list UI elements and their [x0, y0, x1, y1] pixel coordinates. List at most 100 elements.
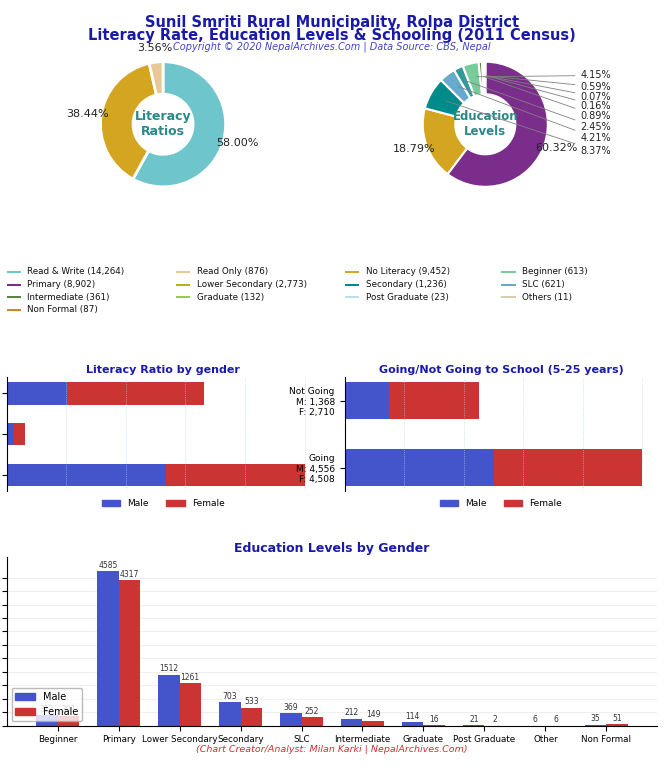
Bar: [345, 382, 390, 419]
Bar: [97, 571, 119, 726]
Text: 301: 301: [61, 705, 76, 714]
Title: Education Levels by Gender: Education Levels by Gender: [234, 541, 430, 554]
Text: Read Only (876): Read Only (876): [197, 267, 268, 276]
Text: 252: 252: [305, 707, 319, 716]
Wedge shape: [149, 61, 163, 95]
Bar: [37, 715, 58, 726]
Bar: [7, 283, 21, 286]
Bar: [301, 717, 323, 726]
Bar: [176, 296, 190, 298]
Text: 0.59%: 0.59%: [487, 76, 611, 91]
Wedge shape: [425, 80, 464, 117]
Text: 1261: 1261: [181, 673, 200, 682]
Wedge shape: [463, 62, 482, 96]
Legend: Male, Female: Male, Female: [98, 495, 228, 511]
Text: 0.89%: 0.89%: [484, 77, 611, 121]
Text: 38.44%: 38.44%: [66, 108, 109, 119]
Bar: [345, 296, 359, 298]
Bar: [58, 716, 79, 726]
Title: Literacy Ratio by gender: Literacy Ratio by gender: [86, 365, 240, 375]
Text: 2: 2: [493, 715, 497, 724]
Text: 4.21%: 4.21%: [458, 87, 611, 143]
Text: Sunil Smriti Rural Municipality, Rolpa District: Sunil Smriti Rural Municipality, Rolpa D…: [145, 15, 519, 31]
Text: 4.15%: 4.15%: [477, 71, 611, 81]
Text: 312: 312: [40, 705, 54, 714]
Text: 4317: 4317: [120, 570, 139, 579]
Text: 0.07%: 0.07%: [487, 76, 611, 101]
Bar: [119, 581, 140, 726]
Wedge shape: [479, 61, 484, 94]
Bar: [345, 449, 494, 486]
Bar: [606, 724, 627, 726]
Bar: [176, 283, 190, 286]
Bar: [158, 675, 179, 726]
Text: No Literacy (9,452): No Literacy (9,452): [366, 267, 450, 276]
Bar: [7, 382, 66, 405]
Bar: [363, 720, 384, 726]
Text: Primary (8,902): Primary (8,902): [27, 280, 96, 289]
Text: 4585: 4585: [98, 561, 118, 570]
Text: 114: 114: [406, 712, 420, 720]
Text: 0.16%: 0.16%: [488, 76, 611, 111]
Bar: [7, 464, 165, 486]
Wedge shape: [133, 61, 226, 187]
Bar: [165, 464, 305, 486]
Bar: [240, 708, 262, 726]
Legend: Male, Female: Male, Female: [436, 495, 566, 511]
Text: 2.45%: 2.45%: [467, 81, 611, 132]
Text: Copyright © 2020 NepalArchives.Com | Data Source: CBS, Nepal: Copyright © 2020 NepalArchives.Com | Dat…: [173, 41, 491, 52]
Text: 369: 369: [284, 703, 298, 712]
Text: Post Graduate (23): Post Graduate (23): [366, 293, 449, 302]
Text: 149: 149: [366, 710, 380, 720]
Text: 60.32%: 60.32%: [535, 143, 578, 153]
Text: SLC (621): SLC (621): [522, 280, 565, 289]
Bar: [179, 684, 201, 726]
Bar: [345, 283, 359, 286]
Bar: [585, 724, 606, 726]
Text: 21: 21: [469, 715, 479, 723]
Wedge shape: [441, 70, 470, 103]
Text: 8.37%: 8.37%: [446, 101, 611, 156]
Wedge shape: [454, 66, 475, 98]
Text: Secondary (1,236): Secondary (1,236): [366, 280, 447, 289]
Text: 51: 51: [612, 713, 622, 723]
Text: Education
Levels: Education Levels: [452, 111, 518, 138]
Bar: [402, 722, 424, 726]
Text: 6: 6: [554, 715, 558, 724]
Legend: Male, Female: Male, Female: [11, 688, 82, 721]
Bar: [501, 283, 515, 286]
Text: Graduate (132): Graduate (132): [197, 293, 264, 302]
Bar: [390, 382, 479, 419]
Text: Read & Write (14,264): Read & Write (14,264): [27, 267, 125, 276]
Wedge shape: [448, 61, 548, 187]
Bar: [219, 702, 240, 726]
Text: 6: 6: [533, 715, 537, 724]
Text: Literacy Rate, Education Levels & Schooling (2011 Census): Literacy Rate, Education Levels & School…: [88, 28, 576, 44]
Title: Going/Not Going to School (5-25 years): Going/Not Going to School (5-25 years): [378, 365, 623, 375]
Text: Lower Secondary (2,773): Lower Secondary (2,773): [197, 280, 307, 289]
Wedge shape: [423, 108, 467, 174]
Text: 18.79%: 18.79%: [393, 144, 436, 154]
Bar: [66, 382, 204, 405]
Wedge shape: [482, 61, 485, 94]
Text: Intermediate (361): Intermediate (361): [27, 293, 110, 302]
Wedge shape: [100, 63, 157, 179]
Text: 212: 212: [345, 708, 359, 717]
Bar: [14, 423, 25, 445]
Text: 58.00%: 58.00%: [216, 138, 258, 148]
Text: (Chart Creator/Analyst: Milan Karki | NepalArchives.Com): (Chart Creator/Analyst: Milan Karki | Ne…: [196, 745, 468, 754]
Bar: [494, 449, 643, 486]
Bar: [345, 271, 359, 273]
Bar: [341, 719, 363, 726]
Text: Non Formal (87): Non Formal (87): [27, 306, 98, 314]
Text: 16: 16: [430, 715, 439, 724]
Bar: [7, 309, 21, 311]
Bar: [501, 271, 515, 273]
Text: 533: 533: [244, 697, 258, 707]
Bar: [176, 271, 190, 273]
Text: 35: 35: [591, 714, 601, 723]
Text: Beginner (613): Beginner (613): [522, 267, 588, 276]
Text: 3.56%: 3.56%: [137, 44, 172, 54]
Bar: [7, 423, 14, 445]
Text: 1512: 1512: [159, 664, 179, 674]
